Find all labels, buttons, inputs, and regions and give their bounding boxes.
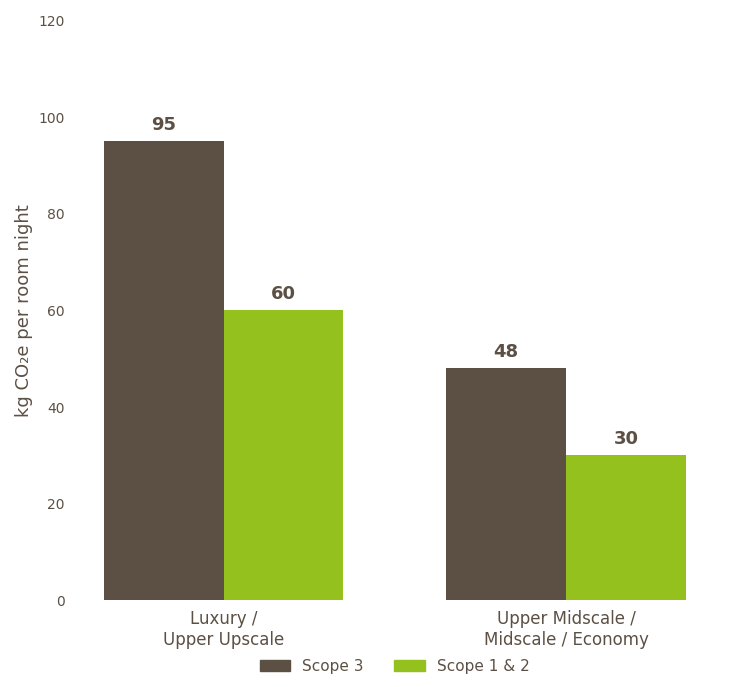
Text: 48: 48	[493, 343, 519, 361]
Bar	[446, 368, 566, 600]
Y-axis label: kg CO₂e per room night: kg CO₂e per room night	[15, 204, 33, 417]
Bar	[223, 311, 343, 600]
Bar	[104, 142, 223, 600]
Text: 95: 95	[151, 116, 176, 134]
Bar	[566, 455, 686, 600]
Text: 60: 60	[271, 285, 296, 303]
Text: 30: 30	[613, 430, 639, 448]
Legend: Scope 3, Scope 1 & 2: Scope 3, Scope 1 & 2	[253, 653, 536, 679]
